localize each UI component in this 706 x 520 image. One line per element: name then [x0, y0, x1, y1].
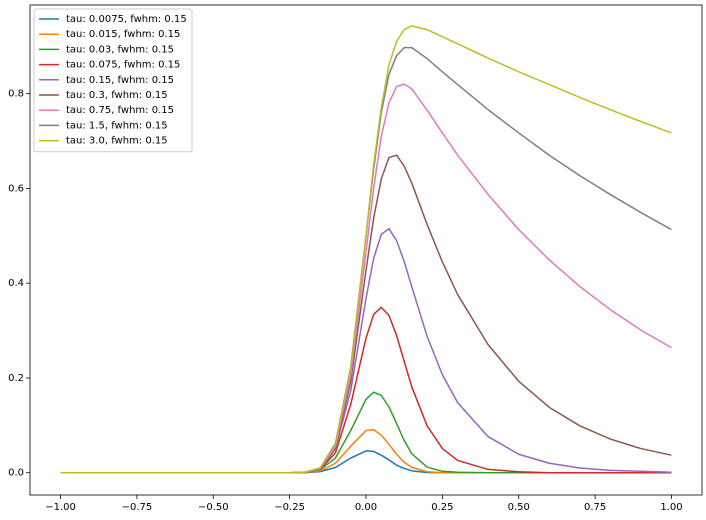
legend-label: tau: 0.75, fwhm: 0.15 — [66, 105, 174, 116]
y-tick-label: 0.2 — [8, 373, 24, 384]
series-line — [60, 154, 672, 474]
x-tick-label: −0.75 — [122, 502, 153, 513]
legend-label: tau: 0.03, fwhm: 0.15 — [66, 44, 174, 55]
series-line — [60, 391, 672, 474]
y-tick-label: 0.6 — [8, 183, 24, 194]
x-tick-label: 0.50 — [508, 502, 530, 513]
legend-label: tau: 0.0075, fwhm: 0.15 — [66, 14, 187, 25]
legend-label: tau: 0.075, fwhm: 0.15 — [66, 60, 180, 71]
x-tick-label: 1.00 — [660, 502, 682, 513]
legend-label: tau: 0.015, fwhm: 0.15 — [66, 29, 180, 40]
x-tick-label: 0.25 — [431, 502, 453, 513]
series-line — [60, 83, 672, 474]
legend-box — [33, 8, 193, 153]
series-line — [60, 227, 672, 474]
x-tick-label: −0.25 — [274, 502, 305, 513]
x-tick-label: 0.75 — [584, 502, 606, 513]
series-line — [60, 306, 672, 474]
legend-label: tau: 1.5, fwhm: 0.15 — [66, 120, 168, 131]
x-tick-label: −0.50 — [198, 502, 229, 513]
x-tick-label: −1.00 — [45, 502, 76, 513]
y-tick-label: 0.4 — [8, 278, 24, 289]
legend-label: tau: 0.15, fwhm: 0.15 — [66, 75, 174, 86]
series-line — [60, 450, 672, 474]
legend: tau: 0.0075, fwhm: 0.15 tau: 0.015, fwhm:… — [33, 8, 193, 153]
y-tick-label: 0.8 — [8, 89, 24, 100]
series-line — [60, 25, 672, 474]
x-tick-label: 0.00 — [355, 502, 377, 513]
y-tick-label: 0.0 — [8, 468, 24, 479]
plot-frame — [29, 4, 703, 496]
legend-label: tau: 0.3, fwhm: 0.15 — [66, 90, 168, 101]
legend-label: tau: 3.0, fwhm: 0.15 — [66, 136, 168, 147]
